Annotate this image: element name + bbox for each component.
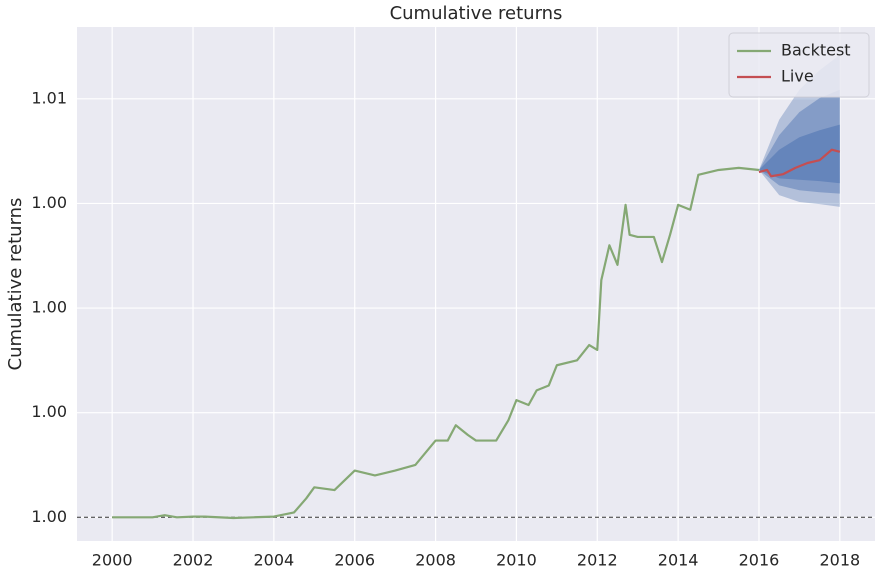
y-tick-label: 1.01 (31, 88, 67, 107)
x-tick-label: 2016 (739, 551, 780, 570)
x-tick-label: 2018 (819, 551, 860, 570)
y-tick-label: 1.00 (31, 298, 67, 317)
line (112, 166, 760, 520)
x-tick-label: 2014 (658, 551, 699, 570)
plot-area (77, 27, 875, 541)
y-axis-label: Cumulative returns (5, 198, 26, 371)
legend-box (728, 32, 870, 98)
y-tick-label: 1.00 (31, 402, 67, 421)
y-tick-label: 1.00 (31, 507, 67, 526)
line (758, 148, 841, 178)
x-tick-label: 2000 (92, 551, 133, 570)
x-tick-label: 2004 (254, 551, 295, 570)
cone-band (758, 124, 840, 184)
chart-title: Cumulative returns (390, 3, 563, 24)
x-tick-label: 2012 (577, 551, 618, 570)
y-tick-label: 1.00 (31, 193, 67, 212)
legend-label: Backtest (781, 41, 851, 60)
x-tick-label: 2002 (173, 551, 214, 570)
legend-label: Live (781, 67, 814, 86)
x-tick-label: 2010 (496, 551, 537, 570)
x-tick-label: 2006 (334, 551, 375, 570)
x-tick-label: 2008 (415, 551, 456, 570)
